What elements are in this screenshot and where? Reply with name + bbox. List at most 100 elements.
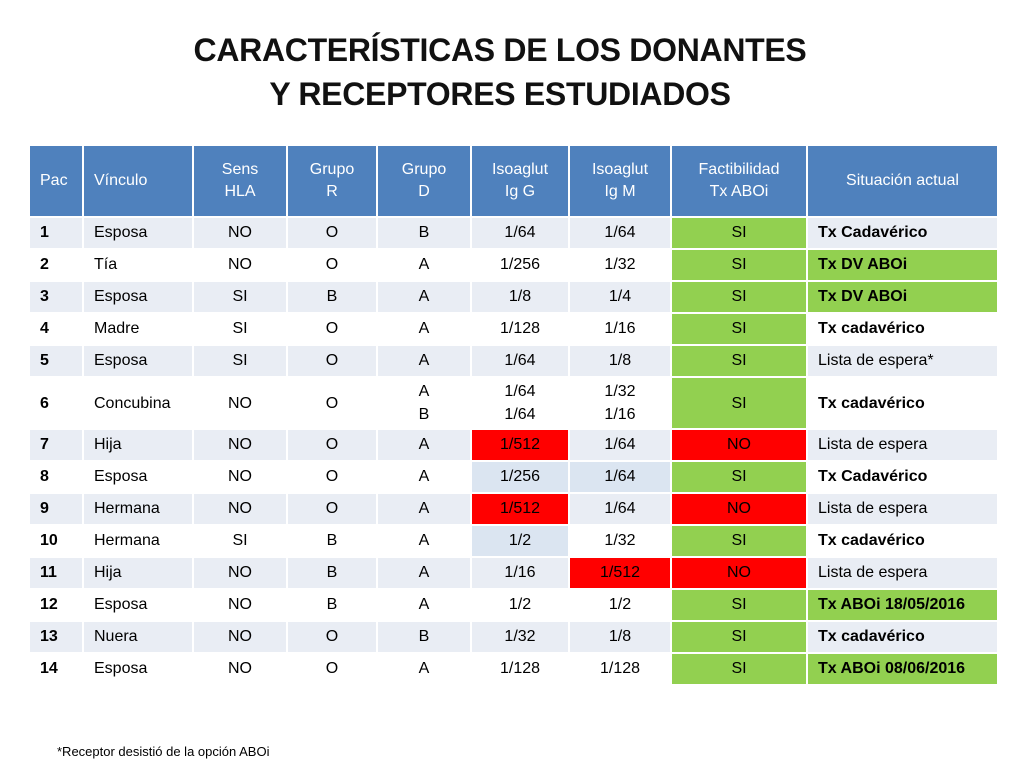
cell-situacion: Lista de espera (806, 492, 999, 526)
cell-grupo-r: O (286, 344, 378, 378)
cell-factibilidad: SI (670, 620, 808, 654)
cell-grupo-d-value: A (418, 352, 430, 369)
column-header-isoaglut-igm: Isoaglut Ig M (568, 144, 672, 218)
cell-grupo-r: O (286, 492, 378, 526)
cell-grupo-d-value: A (418, 660, 430, 677)
cell-isoaglut-igm-value: 1/64 (604, 224, 636, 241)
cell-isoaglut-igm: 1/32 1/16 (568, 376, 672, 430)
cell-grupo-r: O (286, 428, 378, 462)
cell-isoaglut-igg: 1/512 (470, 492, 570, 526)
cell-situacion: Tx cadavérico (806, 376, 999, 430)
cell-grupo-r: B (286, 588, 378, 622)
cell-vinculo: Hija (82, 556, 194, 590)
cell-sens-hla: SI (192, 280, 288, 314)
cell-sens-hla: NO (192, 428, 288, 462)
cell-grupo-d: A (376, 344, 472, 378)
column-header-text: Grupo (401, 161, 447, 178)
column-header-text: Factibilidad (698, 161, 780, 178)
cell-isoaglut-igm: 1/4 (568, 280, 672, 314)
cell-grupo-d-value: A (418, 532, 430, 549)
cell-situacion: Tx Cadavérico (806, 460, 999, 494)
cell-vinculo: Hermana (82, 524, 194, 558)
cell-grupo-d: A (376, 460, 472, 494)
cell-isoaglut-igm-value: 1/32 (604, 532, 636, 549)
cell-vinculo: Nuera (82, 620, 194, 654)
cell-grupo-d-value: A (418, 320, 430, 337)
cell-pac: 12 (28, 588, 84, 622)
cell-isoaglut-igg: 1/256 (470, 248, 570, 282)
cell-isoaglut-igg: 1/8 (470, 280, 570, 314)
cell-factibilidad: SI (670, 344, 808, 378)
cell-pac: 9 (28, 492, 84, 526)
page-title: CARACTERÍSTICAS DE LOS DONANTES Y RECEPT… (0, 28, 1000, 116)
cell-pac: 6 (28, 376, 84, 430)
cell-situacion: Tx ABOi 08/06/2016 (806, 652, 999, 686)
cell-isoaglut-igm-value: 1/16 (604, 320, 636, 337)
cell-sens-hla: NO (192, 248, 288, 282)
cell-isoaglut-igm: 1/32 (568, 248, 672, 282)
cell-sens-hla: SI (192, 344, 288, 378)
cell-isoaglut-igg-value: 1/2 (508, 532, 532, 549)
column-header-text: D (418, 183, 430, 200)
column-header-isoaglut-igg: Isoaglut Ig G (470, 144, 570, 218)
cell-isoaglut-igm-value: 1/2 (608, 596, 632, 613)
cell-situacion: Lista de espera (806, 428, 999, 462)
cell-isoaglut-igg-value: 1/128 (499, 660, 541, 677)
table-row: 14 Esposa NO O A 1/128 1/128 SI Tx ABOi 08/06/20… (28, 652, 999, 686)
cell-pac: 2 (28, 248, 84, 282)
cell-isoaglut-igm: 1/64 (568, 460, 672, 494)
cell-factibilidad: NO (670, 492, 808, 526)
cell-pac: 14 (28, 652, 84, 686)
cell-grupo-r: O (286, 312, 378, 346)
cell-situacion: Tx ABOi 18/05/2016 (806, 588, 999, 622)
column-header-vinculo: Vínculo (82, 144, 194, 218)
cell-factibilidad: NO (670, 556, 808, 590)
cell-factibilidad: SI (670, 312, 808, 346)
cell-sens-hla: NO (192, 216, 288, 250)
cell-sens-hla: SI (192, 524, 288, 558)
cell-isoaglut-igg-value: 1/32 (504, 628, 536, 645)
cell-grupo-d: A (376, 492, 472, 526)
table-row: 2 Tía NO O A 1/256 1/32 SI Tx DV ABOi (28, 248, 999, 282)
cell-isoaglut-igg-value: 1/512 (499, 500, 541, 517)
cell-isoaglut-igm-value: 1/32 (604, 383, 636, 400)
cell-factibilidad: NO (670, 428, 808, 462)
cell-vinculo: Madre (82, 312, 194, 346)
cell-vinculo: Esposa (82, 652, 194, 686)
cell-factibilidad: SI (670, 460, 808, 494)
cell-isoaglut-igm: 1/64 (568, 428, 672, 462)
cell-isoaglut-igm-value: 1/16 (604, 406, 636, 423)
column-header-situacion: Situación actual (806, 144, 999, 218)
cell-factibilidad: SI (670, 216, 808, 250)
cell-grupo-d-value: A (418, 436, 430, 453)
cell-grupo-d: A (376, 588, 472, 622)
cell-grupo-d-value: A (418, 564, 430, 581)
column-header-grupo-d: Grupo D (376, 144, 472, 218)
cell-grupo-d: A (376, 312, 472, 346)
column-header-text: Isoaglut (591, 161, 649, 178)
table-body: 1 Esposa NO O B 1/64 1/64 SI Tx Cadavérico 2 Tía NO… (28, 216, 999, 686)
cell-isoaglut-igg-value: 1/64 (504, 383, 536, 400)
cell-situacion: Tx Cadavérico (806, 216, 999, 250)
table-header-row: Pac Vínculo Sens HLA Grupo R Grupo D Isoaglut Ig … (28, 144, 999, 218)
cell-vinculo: Concubina (82, 376, 194, 430)
cell-isoaglut-igm: 1/32 (568, 524, 672, 558)
cell-isoaglut-igg-value: 1/64 (504, 406, 536, 423)
cell-grupo-d: A (376, 280, 472, 314)
column-header-factibilidad: Factibilidad Tx ABOi (670, 144, 808, 218)
table-row: 13 Nuera NO O B 1/32 1/8 SI Tx cadavérico (28, 620, 999, 654)
column-header-text: Isoaglut (491, 161, 549, 178)
cell-isoaglut-igm: 1/2 (568, 588, 672, 622)
table-row: 3 Esposa SI B A 1/8 1/4 SI Tx DV ABOi (28, 280, 999, 314)
cell-sens-hla: NO (192, 652, 288, 686)
table-row: 8 Esposa NO O A 1/256 1/64 SI Tx Cadavérico (28, 460, 999, 494)
cell-pac: 13 (28, 620, 84, 654)
column-header-text: Vínculo (94, 172, 148, 189)
cell-sens-hla: NO (192, 620, 288, 654)
cell-situacion: Lista de espera (806, 556, 999, 590)
cell-isoaglut-igg: 1/256 (470, 460, 570, 494)
column-header-text: Sens (221, 161, 259, 178)
cell-grupo-d-value: A (418, 468, 430, 485)
cell-isoaglut-igg: 1/512 (470, 428, 570, 462)
